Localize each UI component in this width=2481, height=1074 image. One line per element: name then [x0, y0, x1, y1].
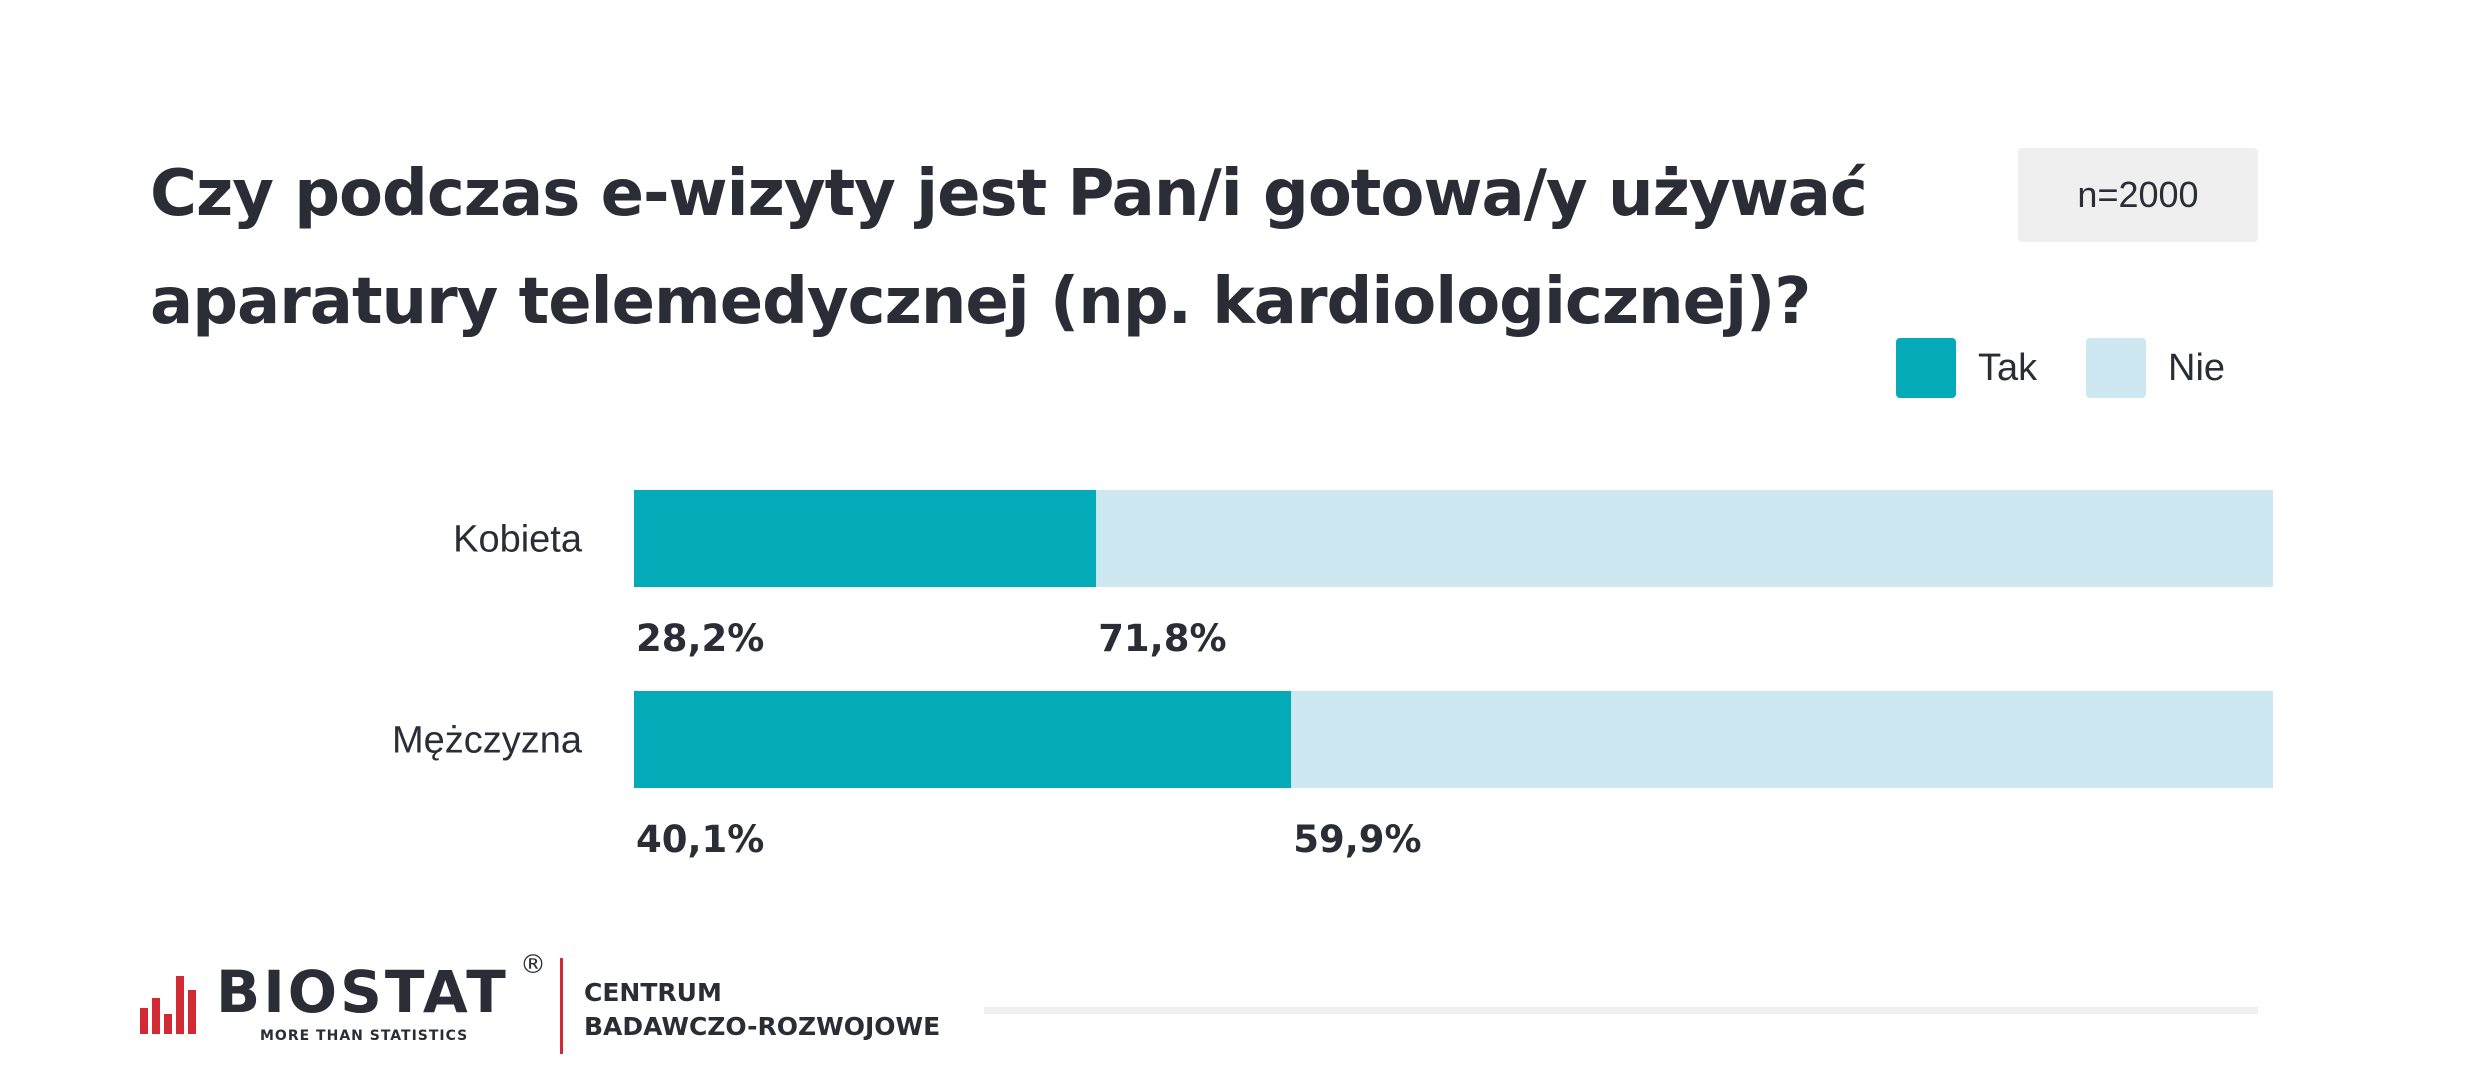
footer-divider-line — [984, 1007, 2258, 1014]
legend-item-tak: Tak — [1896, 338, 2037, 398]
sample-size-badge: n=2000 — [2018, 148, 2258, 242]
category-label: Mężczyzna — [392, 720, 583, 762]
legend-swatch-nie — [2086, 338, 2146, 398]
bar-chart-icon — [140, 976, 196, 1034]
legend-swatch-tak — [1896, 338, 1956, 398]
logo-tagline: MORE THAN STATISTICS — [260, 1028, 469, 1044]
data-label-tak: 28,2% — [636, 617, 764, 660]
category-label: Kobieta — [453, 519, 583, 561]
sample-size-label: n=2000 — [2077, 174, 2199, 215]
legend-label-tak: Tak — [1978, 346, 2038, 389]
legend-item-nie: Nie — [2086, 338, 2225, 398]
chart-title-line-1: Czy podczas e-wizyty jest Pan/i gotowa/y… — [150, 157, 1868, 231]
chart-title: Czy podczas e-wizyty jest Pan/i gotowa/y… — [150, 140, 1950, 356]
bar-segment-nie — [1096, 490, 2273, 587]
logo-wordmark: BIOSTAT — [216, 958, 509, 1026]
data-label-nie: 59,9% — [1293, 818, 1421, 861]
bar-segment-tak — [634, 490, 1097, 587]
data-label-nie: 71,8% — [1098, 617, 1226, 660]
data-label-tak: 40,1% — [636, 818, 764, 861]
chart-title-line-2: aparatury telemedycznej (np. kardiologic… — [150, 265, 1811, 339]
research-center-line-2: BADAWCZO-ROZWOJOWE — [584, 1012, 941, 1041]
bar-segment-nie — [1291, 691, 2273, 788]
research-center-name: CENTRUM BADAWCZO-ROZWOJOWE — [584, 976, 940, 1044]
legend-label-nie: Nie — [2168, 346, 2226, 389]
research-center-line-1: CENTRUM — [584, 978, 722, 1007]
biostat-logo: BIOSTAT ® MORE THAN STATISTICS CENTRUM B… — [138, 950, 978, 1058]
logo-divider — [560, 958, 563, 1054]
bar-segment-tak — [634, 691, 1292, 788]
registered-mark: ® — [520, 950, 546, 980]
